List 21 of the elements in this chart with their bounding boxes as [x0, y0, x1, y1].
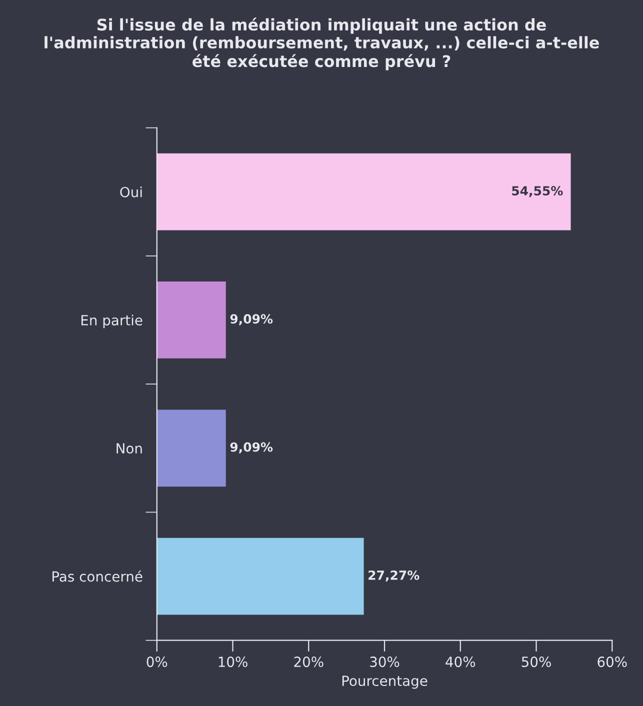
x-tick-label: 60% — [598, 656, 627, 668]
x-tick-label: 40% — [446, 656, 476, 668]
x-tick-label: 20% — [294, 656, 324, 668]
x-tick-label: 50% — [522, 656, 551, 668]
data-label: 9,09% — [230, 442, 273, 454]
y-tick-label: En partie — [81, 314, 142, 328]
x-tick-label: 10% — [218, 656, 248, 668]
x-axis-title: Pourcentage — [342, 676, 428, 689]
y-tick-label: Oui — [120, 186, 142, 198]
bar — [156, 410, 226, 487]
x-tick-label: 0% — [146, 656, 168, 668]
bar — [156, 153, 571, 230]
data-label: 9,09% — [230, 314, 273, 326]
data-label: 27,27% — [368, 570, 420, 582]
bar — [156, 282, 226, 358]
data-label: 54,55% — [512, 186, 563, 198]
bar — [156, 538, 364, 615]
y-tick-label: Non — [116, 443, 142, 454]
chart-title: Si l'issue de la médiation impliquait une action de l'administration (remboursement, travaux, ...) celle-ci a-t-elle été exécutée comme prévu ? — [44, 18, 599, 70]
x-tick-label: 30% — [370, 656, 400, 668]
y-tick-label: Pas concerné — [52, 570, 142, 582]
